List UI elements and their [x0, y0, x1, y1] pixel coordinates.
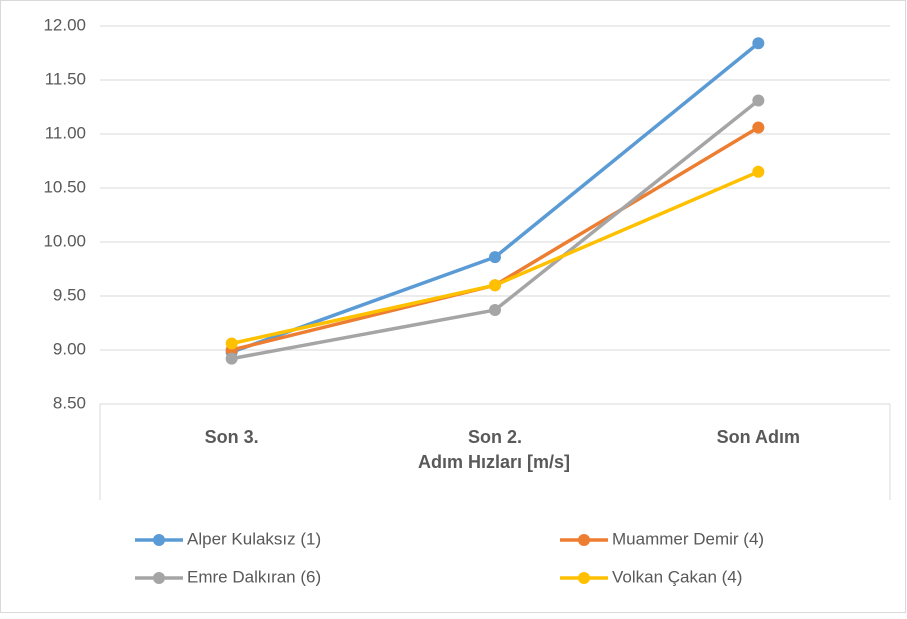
legend-marker — [578, 534, 590, 546]
marker — [225, 337, 238, 350]
y-tick-label: 9.50 — [53, 285, 86, 304]
legend-label: Muammer Demir (4) — [612, 529, 764, 548]
marker — [752, 165, 765, 178]
legend-marker — [578, 572, 590, 584]
y-tick-label: 8.50 — [53, 393, 86, 412]
marker — [752, 94, 765, 107]
y-tick-label: 10.00 — [43, 231, 86, 250]
x-axis-title: Adım Hızları [m/s] — [418, 452, 570, 472]
y-tick-label: 9.00 — [53, 339, 86, 358]
x-tick-label: Son 3. — [205, 427, 259, 447]
y-tick-label: 10.50 — [43, 177, 86, 196]
marker — [225, 352, 238, 365]
marker — [752, 121, 765, 134]
legend-label: Volkan Çakan (4) — [612, 567, 742, 586]
y-tick-label: 11.00 — [45, 123, 86, 142]
x-tick-label: Son 2. — [468, 427, 522, 447]
legend-label: Alper Kulaksız (1) — [187, 529, 321, 548]
legend-marker — [153, 534, 165, 546]
legend-marker — [153, 572, 165, 584]
y-tick-label: 11.50 — [45, 69, 86, 88]
marker — [752, 37, 765, 50]
legend-label: Emre Dalkıran (6) — [187, 567, 321, 586]
marker — [489, 304, 501, 317]
y-tick-label: 12.00 — [43, 15, 86, 34]
marker — [489, 279, 501, 292]
marker — [489, 251, 501, 264]
x-tick-label: Son Adım — [717, 427, 800, 447]
